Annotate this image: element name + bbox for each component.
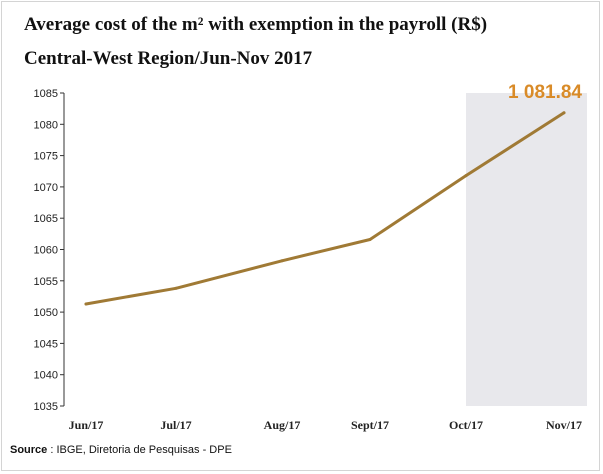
y-tick-label: 1045 (34, 338, 58, 350)
x-tick-label: Sept/17 (351, 418, 389, 432)
source-label: Source (10, 444, 48, 456)
chart-title: Average cost of the m² with exemption in… (24, 14, 488, 35)
source-note: Source : IBGE, Diretoria de Pesquisas - … (10, 444, 232, 456)
source-text: : IBGE, Diretoria de Pesquisas - DPE (47, 444, 232, 456)
y-tick-label: 1080 (34, 119, 58, 131)
x-tick-label: Jun/17 (69, 418, 104, 432)
y-tick-label: 1050 (34, 307, 58, 319)
y-tick-label: 1035 (34, 401, 58, 413)
y-tick-label: 1070 (34, 182, 58, 194)
data-point (368, 237, 372, 241)
x-tick-label: Oct/17 (449, 418, 483, 432)
value-callout: 1 081.84 (508, 82, 582, 103)
y-tick-label: 1060 (34, 245, 58, 257)
data-point (174, 286, 178, 290)
x-tick-label: Nov/17 (546, 418, 582, 432)
data-point (562, 111, 566, 115)
chart-subtitle: Central-West Region/Jun-Nov 2017 (24, 48, 313, 69)
y-tick-label: 1040 (34, 370, 58, 382)
highlight-band (466, 93, 587, 406)
x-tick-label: Aug/17 (264, 418, 301, 432)
y-tick-label: 1075 (34, 151, 58, 163)
series-line (84, 111, 566, 306)
data-point (84, 302, 88, 306)
y-tick-label: 1055 (34, 276, 58, 288)
data-point (280, 259, 284, 263)
data-point (464, 174, 468, 178)
x-tick-label: Jul/17 (160, 418, 191, 432)
y-tick-label: 1085 (34, 88, 58, 100)
y-tick-label: 1065 (34, 213, 58, 225)
